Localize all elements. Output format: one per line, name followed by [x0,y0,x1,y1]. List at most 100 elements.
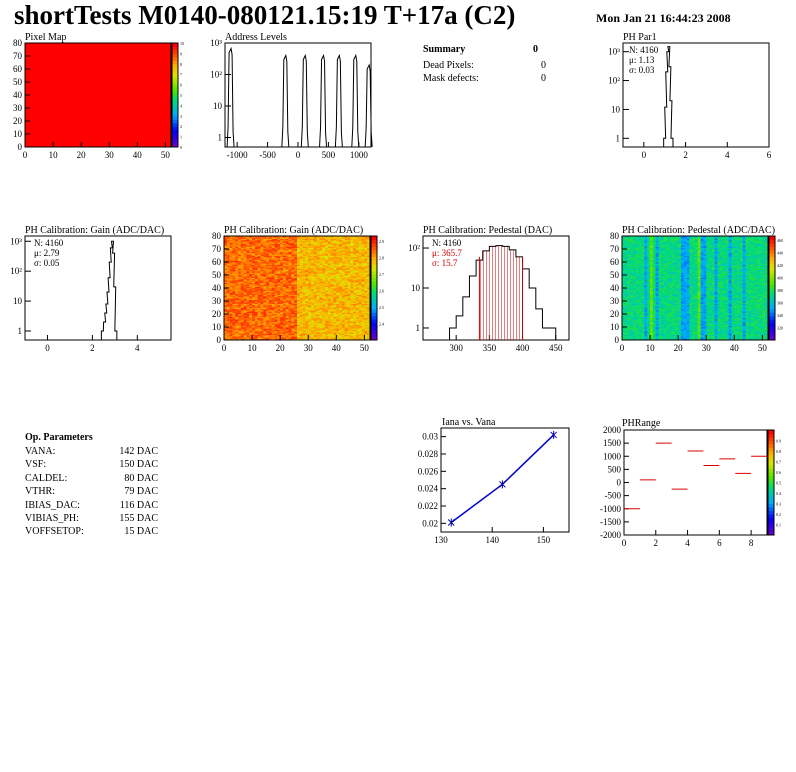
palette-cell [769,274,775,279]
palette-cell [768,451,774,455]
pixel-map-palette [171,42,179,148]
y-tick-label: 20 [212,309,222,319]
palette-tick-label: 7 [180,72,182,77]
palette-cell [371,242,377,247]
op-param-value: 150 DAC [119,459,158,471]
palette-cell [371,312,377,317]
x-tick-label: 2 [683,150,688,160]
palette-cell [172,67,178,72]
gain-histogram [100,240,118,340]
iana-vana-point [499,480,506,489]
palette-cell [371,246,377,251]
palette-cell [768,507,774,511]
palette-tick-label: 0.1 [776,523,781,528]
x-tick-label: 2 [90,343,95,353]
palette-cell [172,95,178,99]
gain-map-palette [370,235,378,341]
palette-cell [768,437,774,441]
palette-cell [371,249,377,254]
x-tick-label: 4 [725,150,730,160]
palette-cell [768,517,774,522]
palette-cell [371,315,377,320]
palette-cell [172,129,178,134]
stat-label: σ: 0.05 [34,258,60,268]
y-tick-label: -1500 [600,517,621,527]
y-tick-label: 60 [13,64,23,74]
ph-range-frame [623,429,768,536]
y-tick-label: 70 [13,51,23,61]
palette-cell [768,524,774,529]
palette-cell [769,236,775,240]
palette-tick-label: 0.8 [776,449,781,454]
palette-tick-label: 320 [777,325,783,330]
palette-cell [371,301,377,306]
pixel-map-fill [25,43,171,147]
palette-tick-label: 0.6 [776,470,781,475]
x-tick-label: 130 [434,535,448,545]
address-peak [300,53,309,148]
date-stamp: Mon Jan 21 16:44:23 2008 [596,11,731,25]
y-tick-label: 20 [610,309,620,319]
palette-cell [769,301,775,306]
palette-cell [769,284,775,289]
palette-cell [768,461,774,466]
y-tick-label: 0.024 [418,484,439,494]
palette-cell [768,465,774,469]
palette-tick-label: 2.8 [379,255,384,260]
palette-cell [769,267,775,272]
palette-tick-label: 360 [777,300,783,305]
palette-cell [768,472,774,476]
palette-cell [172,101,178,106]
palette-tick-label: 340 [777,313,783,318]
y-tick-label: 80 [212,231,222,241]
palette-cell [769,239,775,244]
gain-map-cells [224,236,371,341]
x-tick-label: 150 [537,535,551,545]
stat-label: μ: 365.7 [432,248,462,258]
palette-cell [172,133,178,138]
address-levels-frame [224,42,372,148]
palette-cell [768,493,774,497]
palette-cell [769,253,775,258]
palette-cell [371,329,377,334]
palette-cell [172,60,178,65]
y-tick-label: 30 [13,103,23,113]
plot-title: PH Calibration: Pedestal (ADC/DAC) [622,225,775,236]
palette-cell [769,333,775,338]
y-tick-label: 1 [218,133,223,143]
x-tick-label: 0 [622,538,627,548]
y-tick-label: 60 [610,257,620,267]
palette-tick-label: 9 [180,51,182,56]
iana-vana-frame [440,427,570,533]
palette-tick-label: 3 [180,114,182,119]
palette-cell [371,281,377,286]
y-tick-label: 0 [617,478,622,488]
palette-cell [768,531,774,536]
palette-cell [769,336,775,341]
op-param-name: CALDEL: [25,472,68,484]
palette-tick-label: 2 [180,124,182,129]
palette-tick-label: 420 [777,263,783,268]
palette-cell [371,274,377,279]
palette-cell [768,440,774,445]
ph-par1-frame [622,42,770,148]
x-tick-label: 4 [135,343,140,353]
plot-title: PH Calibration: Gain (ADC/DAC) [224,225,363,236]
y-tick-label: 0 [615,335,620,345]
palette-cell [371,284,377,289]
stat-label: N: 4160 [432,238,462,248]
y-tick-label: 10² [10,266,22,276]
palette-cell [769,249,775,254]
y-tick-label: 10 [611,104,621,114]
y-tick-label: 60 [212,257,222,267]
iana-vana-line [450,434,555,524]
palette-cell [371,326,377,331]
palette-cell [172,53,178,58]
x-tick-label: 6 [767,150,772,160]
y-tick-label: 0 [18,142,23,152]
x-tick-label: 10 [646,343,656,353]
palette-cell [172,74,178,79]
pedestal-histogram [449,245,557,340]
palette-cell [371,298,377,303]
palette-tick-label: 0 [180,145,182,150]
